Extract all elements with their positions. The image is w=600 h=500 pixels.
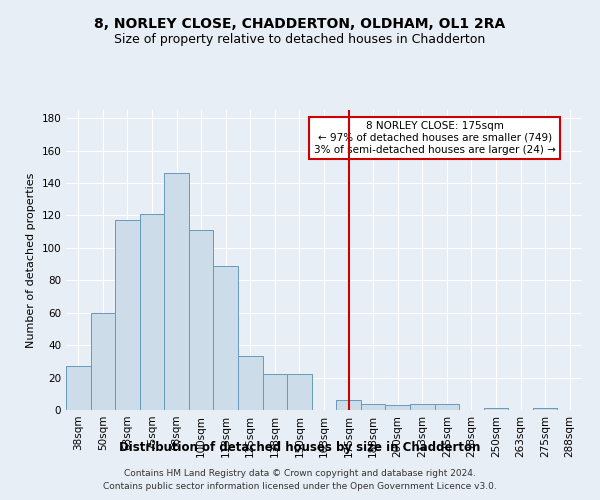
Bar: [214, 266, 238, 410]
Bar: [361, 404, 385, 410]
Text: 8 NORLEY CLOSE: 175sqm
← 97% of detached houses are smaller (749)
3% of semi-det: 8 NORLEY CLOSE: 175sqm ← 97% of detached…: [314, 122, 556, 154]
Bar: [287, 374, 312, 410]
Bar: [336, 400, 361, 410]
Bar: [484, 408, 508, 410]
Bar: [189, 230, 214, 410]
Y-axis label: Number of detached properties: Number of detached properties: [26, 172, 36, 348]
Bar: [140, 214, 164, 410]
Bar: [385, 405, 410, 410]
Bar: [410, 404, 434, 410]
Text: Size of property relative to detached houses in Chadderton: Size of property relative to detached ho…: [115, 32, 485, 46]
Text: Contains HM Land Registry data © Crown copyright and database right 2024.: Contains HM Land Registry data © Crown c…: [124, 468, 476, 477]
Bar: [533, 408, 557, 410]
Bar: [434, 404, 459, 410]
Bar: [238, 356, 263, 410]
Text: Contains public sector information licensed under the Open Government Licence v3: Contains public sector information licen…: [103, 482, 497, 491]
Bar: [164, 173, 189, 410]
Bar: [91, 312, 115, 410]
Bar: [263, 374, 287, 410]
Text: 8, NORLEY CLOSE, CHADDERTON, OLDHAM, OL1 2RA: 8, NORLEY CLOSE, CHADDERTON, OLDHAM, OL1…: [94, 18, 506, 32]
Bar: [66, 366, 91, 410]
Text: Distribution of detached houses by size in Chadderton: Distribution of detached houses by size …: [119, 441, 481, 454]
Bar: [115, 220, 140, 410]
